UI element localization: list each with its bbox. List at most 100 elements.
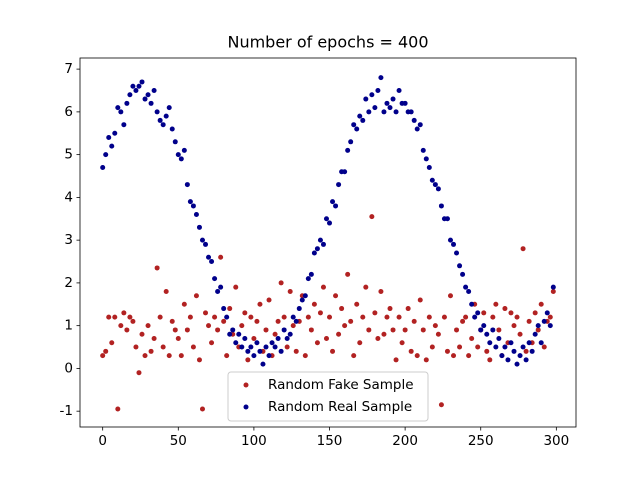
data-point [511,348,517,354]
data-point [245,348,251,354]
data-point [429,344,435,350]
data-point [199,237,205,243]
data-point [496,327,502,333]
data-point [251,353,257,359]
data-point [348,318,354,324]
data-point [254,340,260,346]
data-point [342,169,348,175]
data-point [311,250,317,256]
legend-box [227,371,429,422]
legend-label: Random Fake Sample [268,377,414,393]
data-point [218,284,224,290]
y-tick-label: 4 [64,189,73,205]
data-point [493,344,499,350]
data-point [435,186,441,192]
data-point [151,87,157,93]
data-point [402,327,408,333]
data-point [508,340,514,346]
x-tick-label: 200 [392,433,418,449]
data-point [160,122,166,128]
data-point [178,353,184,359]
data-point [357,340,363,346]
data-point [420,327,426,333]
data-point [263,327,269,333]
data-point [487,340,493,346]
y-tick-label: -1 [60,403,73,419]
data-point [109,143,115,149]
x-tick-label: 250 [468,433,494,449]
data-point [493,301,499,307]
data-point [496,335,502,341]
data-point [502,344,508,350]
data-point [447,293,453,299]
data-point [535,323,541,329]
data-point [206,323,212,329]
data-point [293,348,299,354]
data-point [475,344,481,350]
data-point [469,335,475,341]
data-point [133,344,139,350]
data-point [408,348,414,354]
data-point [142,96,148,102]
data-point [454,327,460,333]
data-point [106,314,112,320]
data-point [457,344,463,350]
data-point [133,87,139,93]
data-point [175,152,181,158]
data-point [438,402,444,408]
data-point [245,357,251,363]
data-point [393,357,399,363]
data-point [272,331,278,337]
y-tick-label: 0 [64,360,73,376]
data-point [257,348,263,354]
data-point [100,353,106,359]
data-point [118,323,124,329]
y-tick-label: 5 [64,147,73,163]
data-point [372,310,378,316]
data-point [308,327,314,333]
data-point [544,310,550,316]
data-point [411,117,417,123]
data-point [254,318,260,324]
y-tick-label: 3 [64,232,73,248]
data-point [466,353,472,359]
data-point [151,335,157,341]
data-point [106,135,112,141]
data-point [305,276,311,282]
data-point [372,105,378,111]
data-point [169,126,175,132]
data-point [196,224,202,230]
data-point [393,109,399,115]
data-point [378,75,384,81]
data-point [284,344,290,350]
data-point [323,335,329,341]
data-point [169,318,175,324]
data-point [239,344,245,350]
y-tick-label: 7 [64,61,73,77]
data-point [163,113,169,119]
data-point [423,357,429,363]
data-point [145,323,151,329]
data-point [520,344,526,350]
data-point [399,340,405,346]
data-point [154,109,160,115]
data-point [115,406,121,412]
data-point [233,340,239,346]
data-point [139,331,145,337]
data-point [363,284,369,290]
data-point [178,156,184,162]
data-point [405,306,411,312]
data-point [266,297,272,303]
data-point [100,164,106,170]
data-point [248,344,254,350]
data-point [369,214,375,220]
data-point [203,241,209,247]
data-point [447,237,453,243]
chart-title: Number of epochs = 400 [227,33,428,52]
y-tick-label: 6 [64,104,73,120]
x-tick-label: 50 [170,433,187,449]
data-point [514,361,520,367]
data-point [348,139,354,145]
data-point [239,323,245,329]
data-point [148,100,154,106]
